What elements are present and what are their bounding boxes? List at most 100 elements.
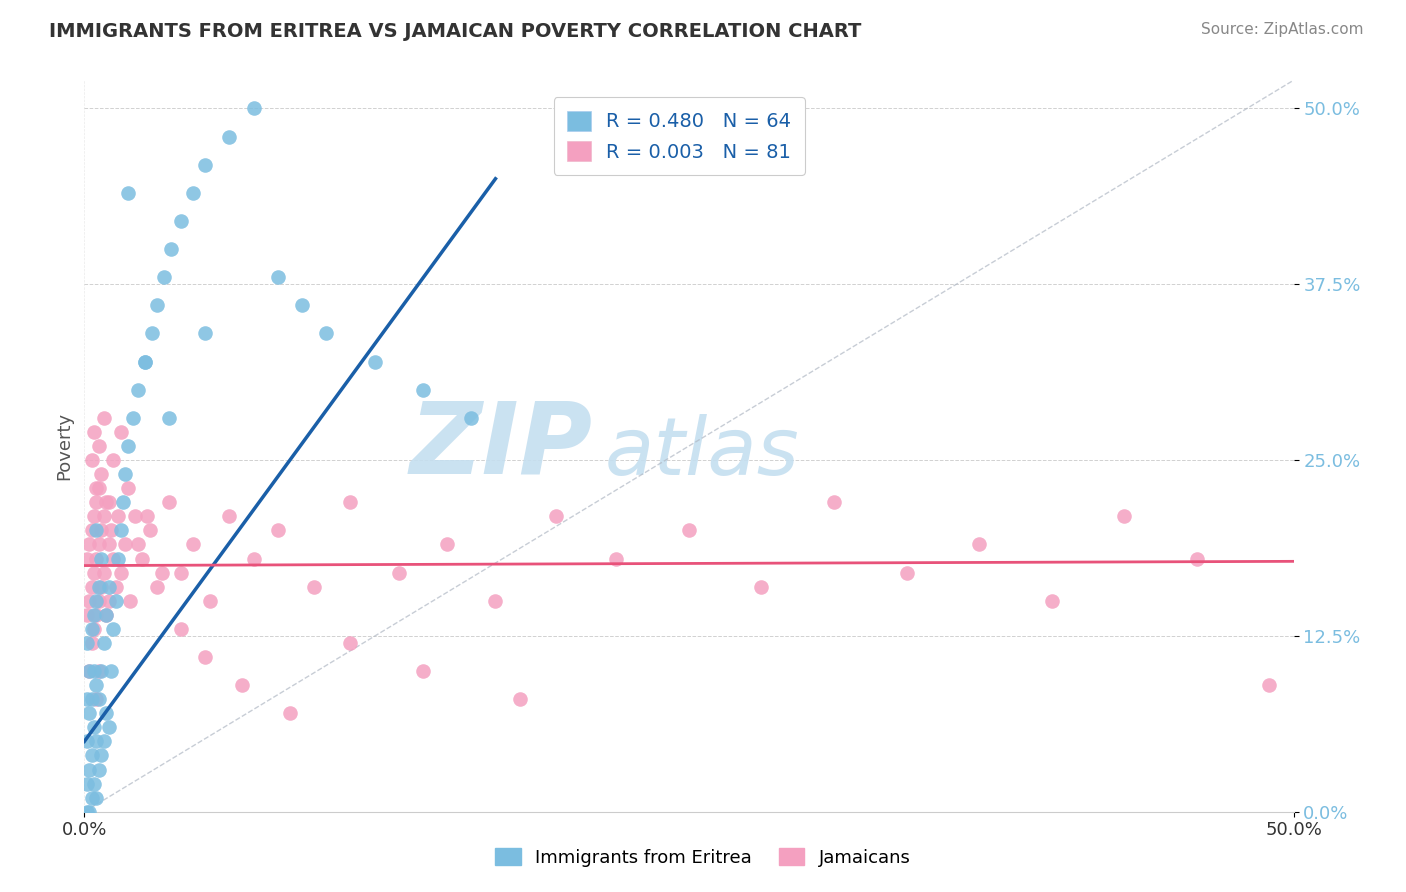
Point <box>94 495 117 509</box>
Point <box>87 692 110 706</box>
Point <box>77 664 100 678</box>
Point <box>87 763 110 777</box>
Point <box>87 537 110 551</box>
Point <box>93 734 115 748</box>
Point <box>93 636 115 650</box>
Point <box>83 664 105 678</box>
Point <box>80 524 103 538</box>
Point <box>107 509 129 524</box>
Point <box>76 551 98 566</box>
Point <box>86 734 108 748</box>
Point <box>80 453 103 467</box>
Point <box>823 495 845 509</box>
Point <box>194 650 217 665</box>
Point <box>93 509 115 524</box>
Point <box>363 354 385 368</box>
Point <box>460 410 482 425</box>
Point <box>231 678 253 692</box>
Point <box>218 129 240 144</box>
Point <box>87 664 110 678</box>
Point <box>76 607 98 622</box>
Point <box>157 495 180 509</box>
Point <box>194 158 217 172</box>
Point <box>267 270 290 285</box>
Point <box>80 748 103 763</box>
Point <box>83 622 105 636</box>
Point <box>86 607 108 622</box>
Point <box>90 467 112 482</box>
Point <box>181 537 204 551</box>
Point <box>103 622 125 636</box>
Point <box>83 566 105 580</box>
Point <box>112 495 135 509</box>
Point <box>157 410 180 425</box>
Point <box>100 664 122 678</box>
Point <box>87 580 110 594</box>
Point <box>242 551 264 566</box>
Point <box>339 636 361 650</box>
Point <box>117 186 139 200</box>
Point <box>87 593 110 607</box>
Point <box>97 537 120 551</box>
Point <box>86 593 108 607</box>
Point <box>242 102 264 116</box>
Point <box>80 636 103 650</box>
Point <box>94 607 117 622</box>
Point <box>160 242 183 256</box>
Text: IMMIGRANTS FROM ERITREA VS JAMAICAN POVERTY CORRELATION CHART: IMMIGRANTS FROM ERITREA VS JAMAICAN POVE… <box>49 22 862 41</box>
Point <box>80 692 103 706</box>
Point <box>134 354 156 368</box>
Point <box>77 706 100 721</box>
Point <box>605 551 627 566</box>
Point <box>134 354 156 368</box>
Point <box>114 467 136 482</box>
Point <box>80 580 103 594</box>
Point <box>104 580 127 594</box>
Point <box>80 790 103 805</box>
Point <box>412 383 434 397</box>
Y-axis label: Poverty: Poverty <box>55 412 73 480</box>
Point <box>94 706 117 721</box>
Point <box>1185 551 1208 566</box>
Point <box>436 537 458 551</box>
Point <box>86 495 108 509</box>
Point <box>77 763 100 777</box>
Point <box>83 776 105 790</box>
Text: atlas: atlas <box>605 414 799 492</box>
Point <box>267 524 290 538</box>
Point <box>83 509 105 524</box>
Point <box>121 410 143 425</box>
Point <box>153 270 176 285</box>
Text: Source: ZipAtlas.com: Source: ZipAtlas.com <box>1201 22 1364 37</box>
Point <box>136 509 159 524</box>
Point <box>170 622 193 636</box>
Point <box>127 383 149 397</box>
Legend: Immigrants from Eritrea, Jamaicans: Immigrants from Eritrea, Jamaicans <box>488 841 918 874</box>
Point <box>94 607 117 622</box>
Point <box>150 566 173 580</box>
Point <box>83 425 105 439</box>
Point <box>170 566 193 580</box>
Point <box>97 593 120 607</box>
Point <box>93 566 115 580</box>
Point <box>194 326 217 341</box>
Point <box>120 593 142 607</box>
Point <box>86 481 108 495</box>
Point <box>97 720 120 734</box>
Point <box>90 748 112 763</box>
Point <box>146 580 169 594</box>
Point <box>114 537 136 551</box>
Point <box>86 678 108 692</box>
Point <box>87 481 110 495</box>
Point <box>110 524 132 538</box>
Point <box>76 805 98 819</box>
Point <box>509 692 531 706</box>
Point <box>1114 509 1136 524</box>
Point <box>388 566 411 580</box>
Point <box>77 593 100 607</box>
Point <box>751 580 773 594</box>
Point <box>412 664 434 678</box>
Point <box>896 566 918 580</box>
Point <box>103 551 125 566</box>
Point <box>80 622 103 636</box>
